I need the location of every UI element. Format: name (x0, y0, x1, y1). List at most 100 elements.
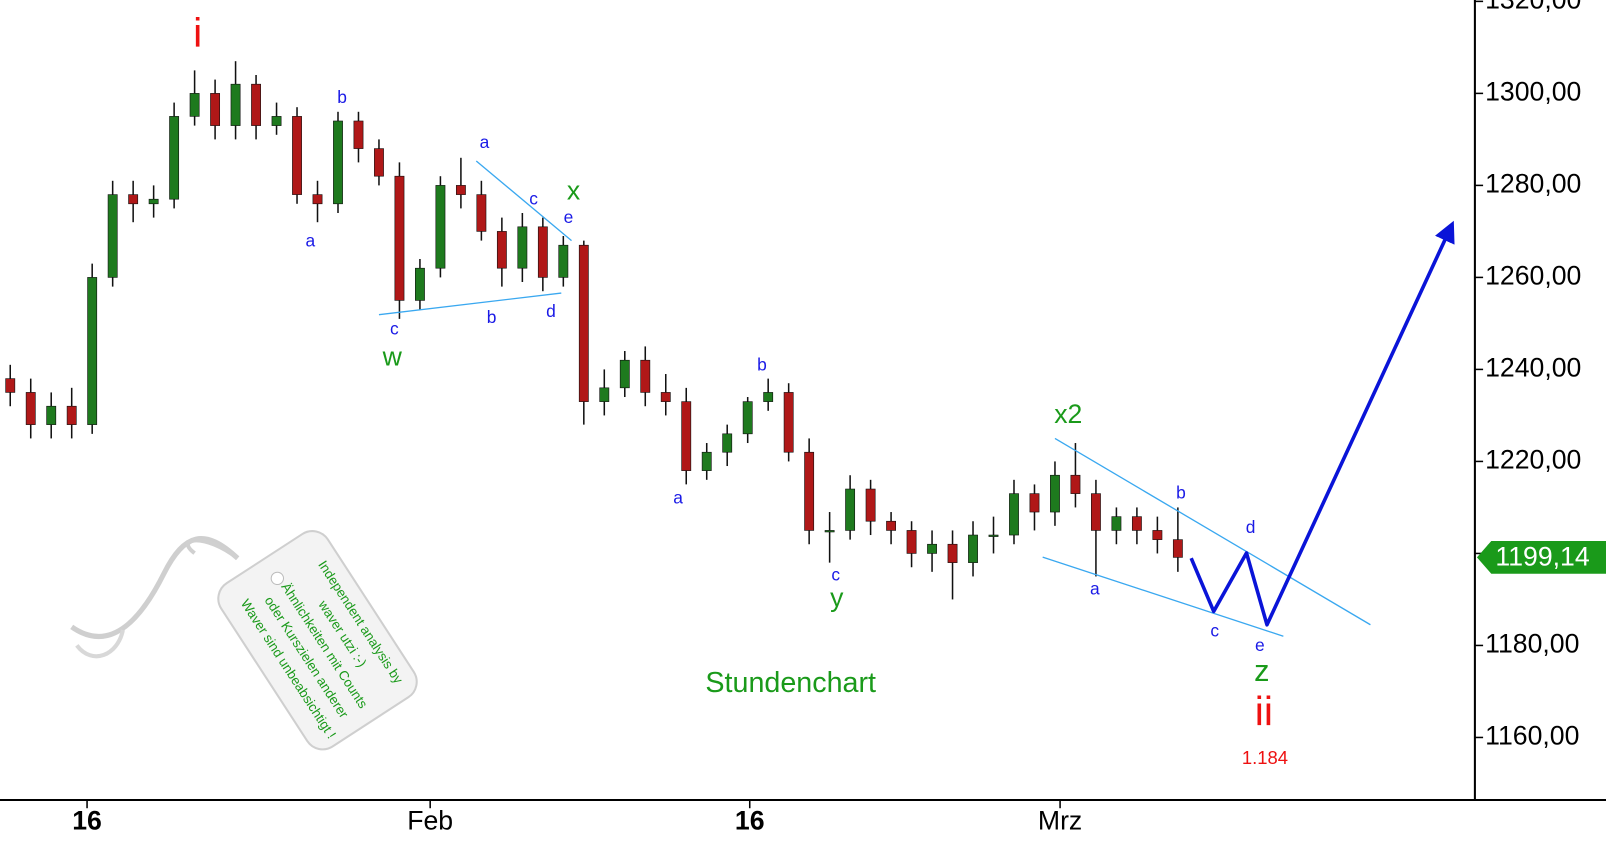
y-tick-label: 1160,00 (1485, 720, 1579, 750)
candle-body (292, 116, 302, 195)
candle-body (537, 226, 548, 278)
candle-body (599, 387, 610, 402)
wave-label: b (757, 354, 767, 374)
trendline (378, 292, 562, 316)
candle-body (394, 175, 405, 301)
candle-body (353, 120, 364, 149)
candle-body (1111, 516, 1122, 531)
candle-body (107, 194, 118, 278)
wave-label: a (673, 487, 683, 507)
tag-card (217, 530, 418, 751)
wave-label: e (564, 207, 574, 227)
candle-body (578, 244, 589, 402)
candle-body (988, 534, 999, 537)
last-price-label: 1199,14 (1495, 541, 1589, 571)
candle-body (1152, 530, 1163, 540)
candle-body (271, 116, 282, 126)
candle-body (1091, 493, 1101, 531)
candle-body (476, 194, 487, 232)
candle-body (455, 185, 466, 195)
y-tick-label: 1240,00 (1485, 352, 1581, 382)
wave-label: b (1176, 482, 1186, 502)
candle-body (148, 198, 159, 205)
candle-body (1009, 493, 1019, 536)
y-tick-label: 1300,00 (1485, 76, 1581, 106)
candle-body (865, 488, 876, 522)
candle-body (558, 244, 569, 278)
candle-body (251, 83, 261, 126)
candle-body (169, 116, 180, 200)
candle-body (1172, 539, 1183, 558)
candle-body (1070, 474, 1081, 494)
wave-label: e (1255, 635, 1265, 655)
trendline (1054, 437, 1371, 626)
candle-body (640, 359, 651, 393)
candle-body (660, 392, 671, 402)
candle-body (619, 359, 630, 389)
candle-body (722, 433, 733, 453)
wave-label: d (546, 301, 556, 321)
candle-body (210, 93, 221, 126)
y-tick-label: 1260,00 (1485, 260, 1581, 290)
note-tag (70, 530, 418, 751)
y-tick-label: 1220,00 (1485, 444, 1581, 474)
wave-label: x2 (1054, 399, 1082, 429)
y-tick-label: 1280,00 (1485, 168, 1581, 198)
candle-body (906, 530, 917, 554)
tag-string (186, 538, 239, 560)
wave-label: d (1246, 517, 1256, 537)
wave-label: z (1254, 653, 1269, 688)
candle-body (496, 231, 507, 269)
candle-body (681, 401, 692, 471)
tag-body (217, 530, 418, 751)
tag-hole (270, 571, 285, 586)
candle-body (701, 451, 712, 471)
last-price-tag (1476, 541, 1606, 574)
candle-body (1050, 474, 1060, 513)
wave-label: Stundenchart (705, 667, 876, 699)
wave-label: c (529, 188, 538, 208)
candle-body (5, 378, 16, 393)
candle-body (415, 267, 425, 301)
projection-path (1189, 220, 1455, 627)
candle-body (886, 520, 897, 531)
candle-body (845, 488, 856, 531)
candle-body (66, 405, 77, 425)
candle-body (968, 534, 978, 563)
candle-body (46, 405, 57, 425)
trendline (475, 160, 572, 242)
candle-body (435, 185, 446, 269)
wave-label: a (480, 132, 490, 152)
wave-label: b (337, 87, 347, 107)
wave-label: i (193, 10, 202, 56)
wave-label: b (487, 307, 497, 327)
candle-body (312, 194, 323, 205)
candle-body (783, 392, 794, 453)
x-tick-label: Feb (407, 806, 453, 836)
wave-label: c (390, 318, 399, 338)
wave-label: c (1210, 621, 1219, 641)
candle-body (824, 530, 835, 533)
candle-body (1131, 516, 1142, 531)
candle-body (763, 392, 774, 402)
tag-string (70, 536, 240, 640)
wave-label: c (831, 564, 840, 584)
candle-body (1029, 493, 1040, 513)
candle-body (742, 401, 753, 435)
candle-body (947, 543, 958, 563)
wave-label: a (1090, 579, 1100, 599)
wave-label: y (830, 582, 844, 612)
candle-body (25, 392, 36, 425)
candle-body (333, 120, 343, 205)
wave-label: w (382, 342, 403, 372)
y-tick-label: 1180,00 (1485, 628, 1579, 658)
candle-body (128, 194, 139, 205)
candle-body (189, 93, 200, 117)
wave-label: a (305, 230, 315, 250)
y-tick-label: 1320,00 (1485, 0, 1581, 14)
x-tick-label: Mrz (1038, 806, 1082, 836)
wave-label: 1.184 (1242, 747, 1288, 768)
